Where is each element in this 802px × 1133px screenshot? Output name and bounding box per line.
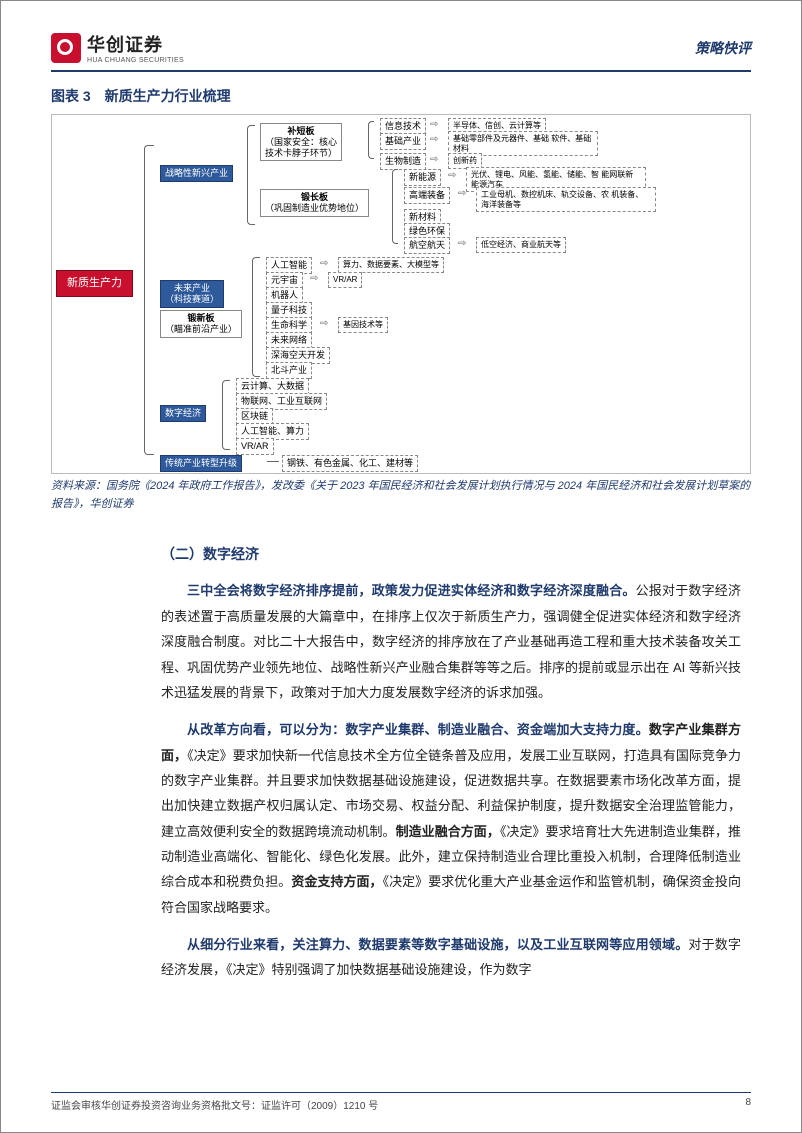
arrow-icon: ⇨: [458, 238, 466, 249]
logo-text-en: HUA CHUANG SECURITIES: [87, 57, 184, 64]
item-d-i1: 钢铁、有色金属、化工、建材等: [282, 455, 418, 472]
bracket-a1: [368, 121, 374, 159]
arrow-icon: ⇨: [430, 119, 438, 130]
logo-icon: [51, 33, 81, 63]
node-a-sub2: 锻长板 （巩固制造业优势地位）: [260, 189, 369, 217]
arrow-icon: ⇨: [430, 154, 438, 165]
node-cat-b1: 未来产业 （科技赛道）: [160, 280, 224, 308]
arrow-icon: ⇨: [320, 258, 328, 269]
item-a-s2-i1: 新能源: [404, 169, 441, 186]
arrow-icon: ⇨: [320, 318, 328, 329]
item-a-s2-i5: 航空航天: [404, 237, 450, 254]
item-a-s2-i2-r: 工业母机、数控机床、轨交设备、农 机装备、海洋装备等: [476, 187, 656, 212]
p2-lead: 从改革方向看，可以分为：数字产业集群、制造业融合、资金端加大支持力度。: [187, 722, 649, 737]
bracket-a: [247, 125, 255, 225]
p3-lead: 从细分行业来看，关注算力、数据要素等数字基础设施，以及工业互联网等应用领域。: [187, 937, 688, 952]
bracket-c: [222, 380, 230, 450]
paragraph-1: 三中全会将数字经济排序提前，政策发力促进实体经济和数字经济深度融合。公报对于数字…: [161, 578, 741, 705]
item-a-s2-i5-r: 低空经济、商业航天等: [476, 237, 566, 253]
item-a-s1-i2: 基础产业: [380, 133, 426, 150]
node-cat-d: 传统产业转型升级: [160, 455, 242, 472]
page-number: 8: [745, 1097, 751, 1112]
bracket-main: [144, 145, 154, 455]
arrow-icon: ⇨: [448, 170, 456, 181]
p1-lead: 三中全会将数字经济排序提前，政策发力促进实体经济和数字经济深度融合。: [187, 583, 636, 598]
bracket-b: [252, 257, 260, 377]
node-cat-a: 战略性新兴产业: [160, 165, 233, 182]
item-b-i2-r: VR/AR: [328, 272, 362, 288]
item-c-i5: VR/AR: [236, 438, 274, 455]
diagram-container: 新质生产力 战略性新兴产业 补短板 （国家安全：核心 技术卡脖子环节） 信息技术…: [51, 114, 751, 474]
section-heading: （二）数字经济: [161, 541, 741, 568]
brand-logo: 华创证券 HUA CHUANG SECURITIES: [51, 31, 184, 64]
page-header: 华创证券 HUA CHUANG SECURITIES 策略快评: [51, 31, 751, 72]
line-d: [267, 461, 279, 462]
chart-title: 图表 3 新质生产力行业梳理: [51, 86, 751, 106]
arrow-icon: ⇨: [310, 273, 318, 284]
item-a-s1-i3: 生物制造: [380, 153, 426, 170]
node-root: 新质生产力: [56, 270, 133, 297]
node-a-sub1: 补短板 （国家安全：核心 技术卡脖子环节）: [260, 123, 342, 161]
body-content: （二）数字经济 三中全会将数字经济排序提前，政策发力促进实体经济和数字经济深度融…: [51, 541, 751, 994]
p2-s2: 制造业融合方面，: [396, 824, 500, 839]
page-footer: 证监会审核华创证券投资咨询业务资格批文号：证监许可（2009）1210 号 8: [51, 1092, 751, 1112]
doc-type-label: 策略快评: [695, 38, 751, 58]
chart-source: 资料来源：国务院《2024 年政府工作报告》，发改委《关于 2023 年国民经济…: [51, 478, 751, 513]
node-cat-b2: 锻新板 （瞄准前沿产业）: [160, 310, 242, 338]
arrow-icon: ⇨: [430, 134, 438, 145]
node-cat-c: 数字经济: [160, 405, 206, 422]
bracket-a2: [392, 169, 398, 244]
paragraph-3: 从细分行业来看，关注算力、数据要素等数字基础设施，以及工业互联网等应用领域。对于…: [161, 932, 741, 983]
footer-left: 证监会审核华创证券投资咨询业务资格批文号：证监许可（2009）1210 号: [51, 1097, 378, 1112]
item-b-i5-r: 基因技术等: [338, 317, 388, 333]
arrow-icon: ⇨: [458, 188, 466, 199]
paragraph-2: 从改革方向看，可以分为：数字产业集群、制造业融合、资金端加大支持力度。数字产业集…: [161, 717, 741, 920]
p1-body: 公报对于数字经济的表述置于高质量发展的大篇章中，在排序上仅次于新质生产力，强调健…: [161, 583, 741, 699]
item-b-i1-r: 算力、数据要素、大模型等: [338, 257, 444, 273]
logo-text-cn: 华创证券: [87, 31, 184, 57]
item-b-i8: 北斗产业: [266, 362, 312, 379]
item-a-s2-i2: 高端装备: [404, 187, 450, 204]
p2-s3: 资金支持方面，: [291, 874, 382, 889]
